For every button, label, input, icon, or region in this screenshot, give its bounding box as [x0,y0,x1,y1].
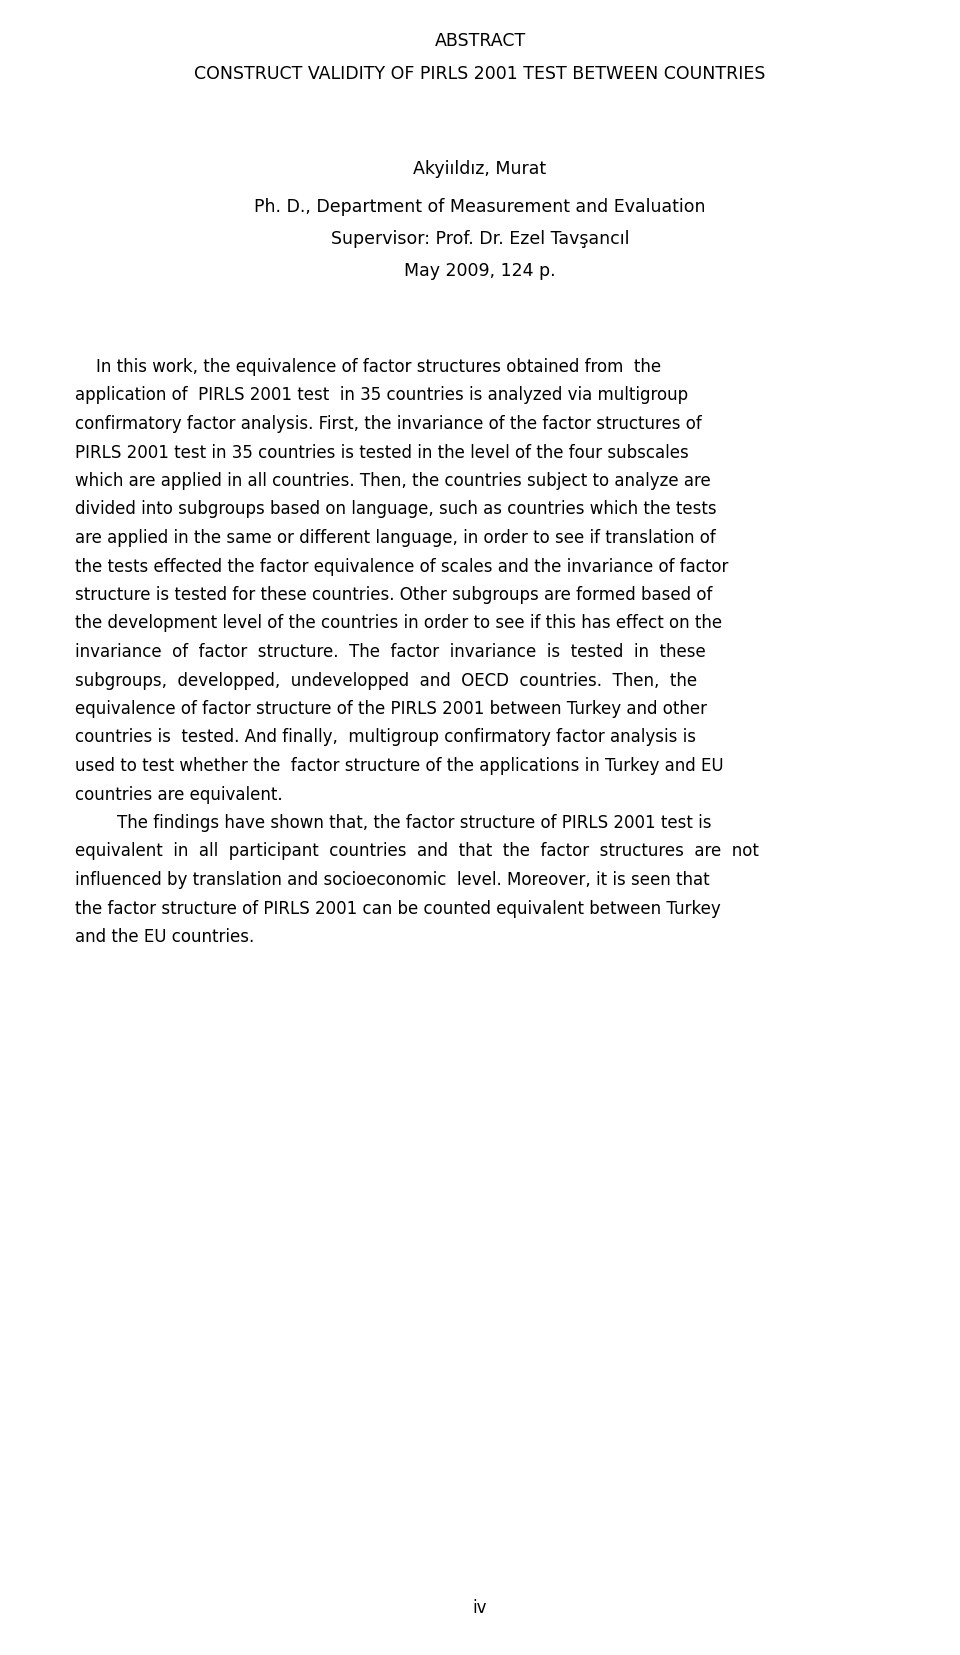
Text: are applied in the same or different language, in order to see if translation of: are applied in the same or different lan… [75,530,716,548]
Text: which are applied in all countries. Then, the countries subject to analyze are: which are applied in all countries. Then… [75,472,710,490]
Text: countries is  tested. And finally,  multigroup confirmatory factor analysis is: countries is tested. And finally, multig… [75,728,696,746]
Text: confirmatory factor analysis. First, the invariance of the factor structures of: confirmatory factor analysis. First, the… [75,415,702,434]
Text: ABSTRACT: ABSTRACT [434,31,526,50]
Text: equivalence of factor structure of the PIRLS 2001 between Turkey and other: equivalence of factor structure of the P… [75,700,707,718]
Text: divided into subgroups based on language, such as countries which the tests: divided into subgroups based on language… [75,500,716,518]
Text: May 2009, 124 p.: May 2009, 124 p. [404,261,556,280]
Text: Supervisor: Prof. Dr. Ezel Tavşancıl: Supervisor: Prof. Dr. Ezel Tavşancıl [331,230,629,248]
Text: subgroups,  developped,  undevelopped  and  OECD  countries.  Then,  the: subgroups, developped, undevelopped and … [75,672,697,690]
Text: application of  PIRLS 2001 test  in 35 countries is analyzed via multigroup: application of PIRLS 2001 test in 35 cou… [75,387,688,404]
Text: used to test whether the  factor structure of the applications in Turkey and EU: used to test whether the factor structur… [75,756,724,775]
Text: Ph. D., Department of Measurement and Evaluation: Ph. D., Department of Measurement and Ev… [254,199,706,217]
Text: the tests effected the factor equivalence of scales and the invariance of factor: the tests effected the factor equivalenc… [75,558,729,576]
Text: equivalent  in  all  participant  countries  and  that  the  factor  structures : equivalent in all participant countries … [75,842,758,861]
Text: and the EU countries.: and the EU countries. [75,928,254,947]
Text: iv: iv [472,1599,488,1617]
Text: PIRLS 2001 test in 35 countries is tested in the level of the four subscales: PIRLS 2001 test in 35 countries is teste… [75,444,688,462]
Text: the factor structure of PIRLS 2001 can be counted equivalent between Turkey: the factor structure of PIRLS 2001 can b… [75,900,721,917]
Text: The findings have shown that, the factor structure of PIRLS 2001 test is: The findings have shown that, the factor… [75,814,711,832]
Text: Akyiıldız, Murat: Akyiıldız, Murat [414,161,546,179]
Text: In this work, the equivalence of factor structures obtained from  the: In this work, the equivalence of factor … [75,357,661,376]
Text: countries are equivalent.: countries are equivalent. [75,786,282,803]
Text: invariance  of  factor  structure.  The  factor  invariance  is  tested  in  the: invariance of factor structure. The fact… [75,644,706,660]
Text: influenced by translation and socioeconomic  level. Moreover, it is seen that: influenced by translation and socioecono… [75,871,709,889]
Text: the development level of the countries in order to see if this has effect on the: the development level of the countries i… [75,614,722,632]
Text: CONSTRUCT VALIDITY OF PIRLS 2001 TEST BETWEEN COUNTRIES: CONSTRUCT VALIDITY OF PIRLS 2001 TEST BE… [194,65,766,83]
Text: structure is tested for these countries. Other subgroups are formed based of: structure is tested for these countries.… [75,586,712,604]
